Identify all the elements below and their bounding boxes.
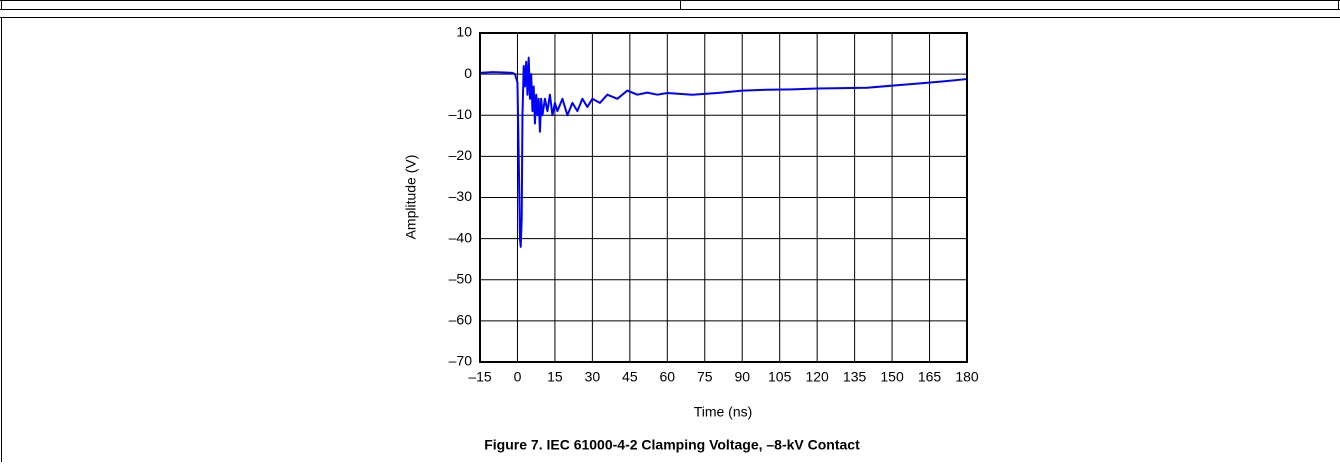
x-tick-label: 30 bbox=[585, 369, 601, 385]
x-tick-label: 0 bbox=[514, 369, 522, 385]
x-tick-label: 60 bbox=[660, 369, 676, 385]
y-axis-label: Amplitude (V) bbox=[403, 155, 419, 240]
figure-caption: Figure 7. IEC 61000-4-2 Clamping Voltage… bbox=[484, 437, 860, 453]
x-tick-label: 75 bbox=[697, 369, 713, 385]
data-line bbox=[479, 56, 968, 248]
x-tick-label: 135 bbox=[843, 369, 867, 385]
x-tick-label: –15 bbox=[468, 369, 492, 385]
y-tick-label: –40 bbox=[449, 229, 473, 245]
y-tick-label: 10 bbox=[456, 24, 472, 40]
y-tick-label: –10 bbox=[449, 106, 473, 122]
y-tick-label: –50 bbox=[449, 270, 473, 286]
x-tick-label: 90 bbox=[734, 369, 750, 385]
y-tick-label: 0 bbox=[464, 65, 472, 81]
x-tick-label: 105 bbox=[768, 369, 792, 385]
x-tick-label: 180 bbox=[955, 369, 979, 385]
x-tick-label: 120 bbox=[805, 369, 829, 385]
x-tick-label: 15 bbox=[547, 369, 563, 385]
x-axis-label: Time (ns) bbox=[694, 404, 753, 420]
x-tick-label: 150 bbox=[880, 369, 904, 385]
y-tick-label: –60 bbox=[449, 312, 473, 328]
y-tick-label: –20 bbox=[449, 147, 473, 163]
plot-frame bbox=[479, 32, 968, 363]
y-tick-label: –70 bbox=[449, 353, 473, 369]
x-tick-label: 165 bbox=[918, 369, 942, 385]
x-tick-label: 45 bbox=[622, 369, 638, 385]
y-tick-label: –30 bbox=[449, 188, 473, 204]
